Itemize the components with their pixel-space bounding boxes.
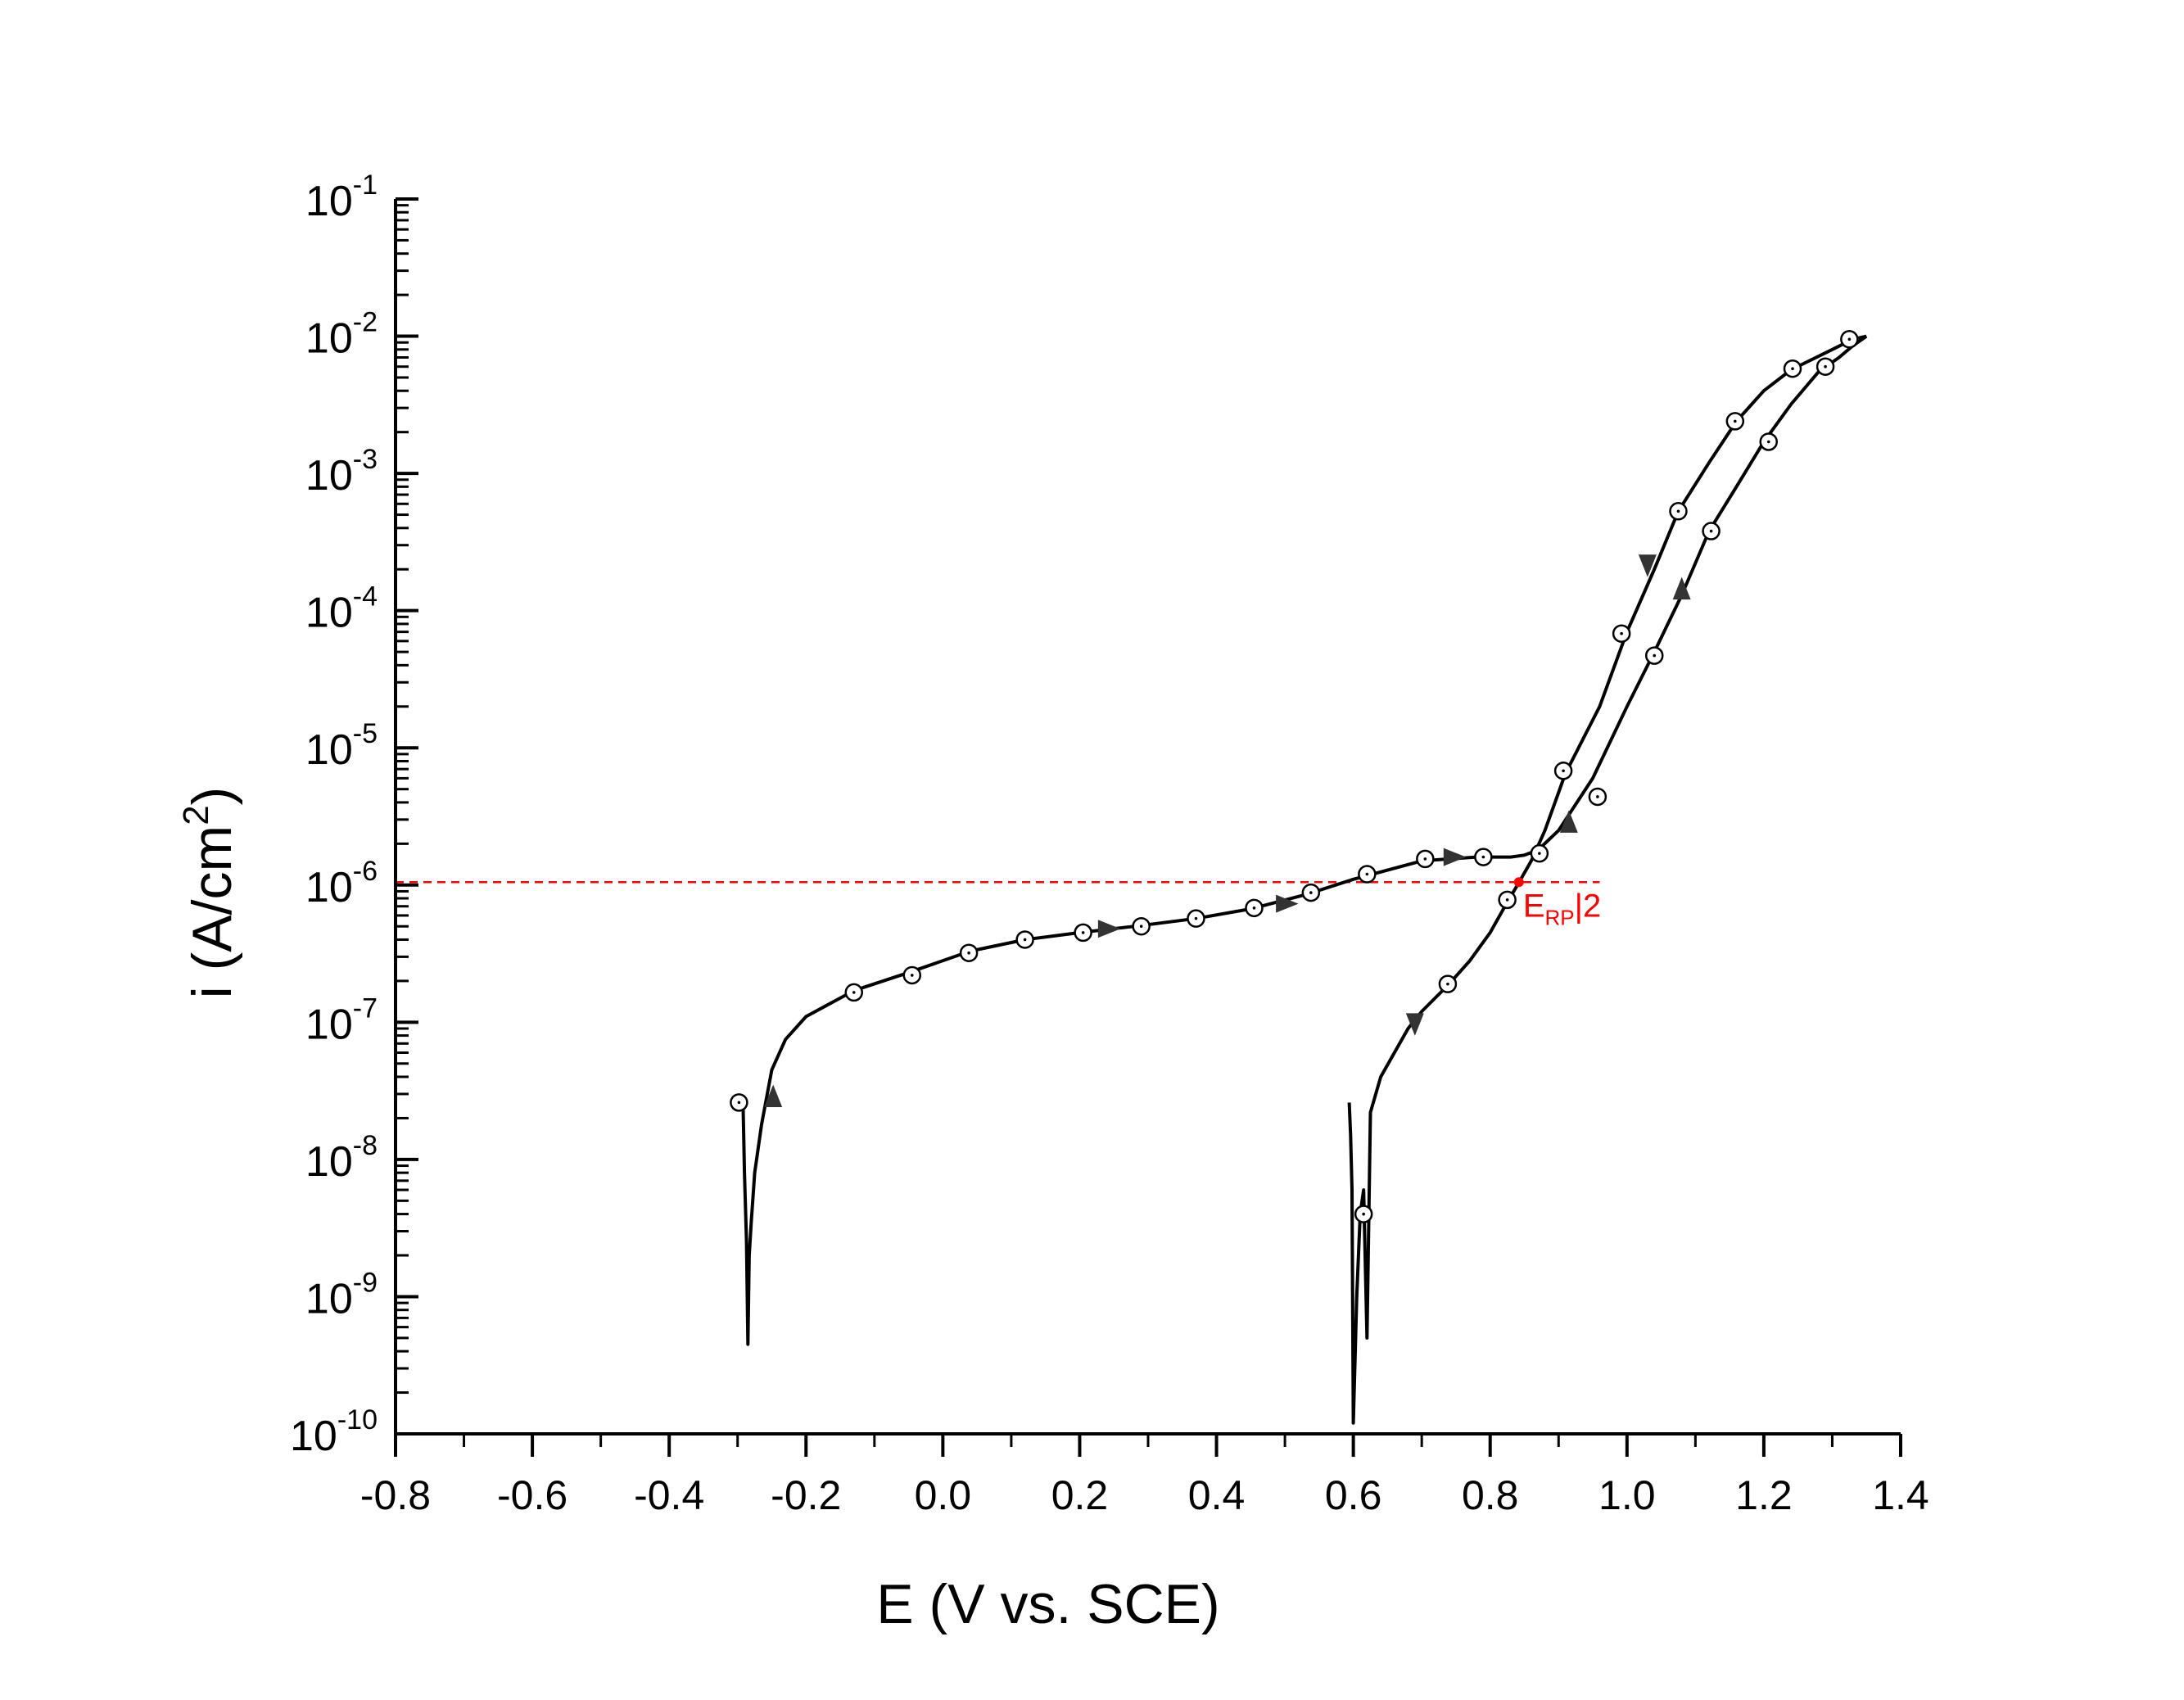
data-point-marker-dot — [852, 991, 856, 994]
y-axis-title-main: i (A/cm — [181, 825, 243, 999]
y-axis-title-tail: ) — [181, 787, 243, 806]
x-tick-label: -0.8 — [360, 1472, 431, 1518]
data-point-marker-dot — [1824, 364, 1827, 368]
data-point-marker-dot — [1309, 891, 1313, 894]
data-point-marker-dot — [1562, 769, 1565, 773]
y-axis-title: i (A/cm2) — [176, 787, 243, 999]
direction-arrow — [1276, 894, 1299, 913]
y-tick-label: 10-9 — [305, 1267, 378, 1322]
x-tick-label: 0.4 — [1188, 1472, 1246, 1518]
data-point-marker-dot — [1023, 938, 1027, 942]
forward-scan-line — [738, 334, 1868, 1346]
data-point-marker-dot — [910, 974, 914, 977]
y-axis-title-superscript: 2 — [176, 805, 216, 825]
data-point-marker-dot — [1734, 419, 1737, 423]
x-tick-label: 0.0 — [915, 1472, 972, 1518]
data-point-marker-dot — [1791, 367, 1794, 370]
data-point-marker-dot — [1446, 982, 1449, 986]
direction-arrow — [1443, 848, 1467, 866]
x-tick-label: 0.2 — [1051, 1472, 1109, 1518]
data-point-marker-dot — [1081, 931, 1085, 934]
y-tick-label: 10-4 — [305, 581, 378, 637]
data-point-marker-dot — [1481, 855, 1485, 859]
data-point-marker-dot — [1505, 898, 1509, 902]
direction-arrow — [1559, 810, 1578, 833]
direction-arrow — [1672, 576, 1691, 600]
data-point-marker-dot — [1362, 1212, 1365, 1216]
direction-arrow — [1405, 1013, 1424, 1036]
data-point-marker-dot — [1620, 631, 1623, 635]
data-point-marker-dot — [1423, 857, 1427, 861]
y-tick-label: 10-6 — [305, 856, 378, 911]
x-tick-label: 1.0 — [1598, 1472, 1656, 1518]
data-point-marker-dot — [967, 951, 970, 955]
data-point-marker-dot — [1653, 653, 1657, 658]
reverse-scan-line — [1347, 334, 1867, 1425]
y-tick-label: 10-3 — [305, 444, 378, 500]
data-point-marker-dot — [1709, 529, 1713, 533]
data-point-marker-dot — [1252, 907, 1256, 910]
data-point-marker-dot — [1596, 795, 1599, 798]
data-point-marker-dot — [1139, 925, 1143, 929]
x-tick-label: -0.4 — [634, 1472, 704, 1518]
direction-arrow — [764, 1084, 783, 1107]
y-tick-label: 10-1 — [305, 170, 378, 225]
direction-arrow — [1097, 920, 1121, 938]
data-point-marker-dot — [1847, 337, 1852, 341]
x-tick-label: 1.2 — [1735, 1472, 1793, 1518]
y-tick-label: 10-10 — [290, 1404, 378, 1460]
x-axis-title: E (V vs. SCE) — [876, 1573, 1219, 1635]
data-point-marker-dot — [1676, 509, 1680, 513]
data-point-marker-dot — [1766, 440, 1770, 444]
data-point-marker-dot — [737, 1101, 741, 1105]
y-tick-label: 10-8 — [305, 1130, 378, 1186]
x-tick-label: 1.4 — [1872, 1472, 1929, 1518]
plot-area: ERP|2 — [396, 330, 1868, 1425]
data-point-marker-dot — [1538, 852, 1541, 855]
x-tick-label: 0.8 — [1462, 1472, 1519, 1518]
erp-annotation: ERP|2 — [1523, 888, 1601, 930]
y-tick-label: 10-2 — [305, 307, 378, 363]
data-point-marker-dot — [1365, 872, 1369, 876]
y-tick-label: 10-5 — [305, 718, 378, 774]
erp-point — [1513, 877, 1524, 888]
data-point-marker-dot — [1194, 916, 1198, 920]
y-tick-label: 10-7 — [305, 992, 378, 1048]
x-tick-label: -0.6 — [497, 1472, 567, 1518]
x-tick-label: -0.2 — [771, 1472, 841, 1518]
direction-arrow — [1638, 554, 1657, 577]
axes: -0.8 -0.6 -0.4 -0.2 0.0 0.2 0.4 0.6 0.8 1.0 1.2 1.4… — [290, 170, 1929, 1518]
x-tick-label: 0.6 — [1325, 1472, 1382, 1518]
